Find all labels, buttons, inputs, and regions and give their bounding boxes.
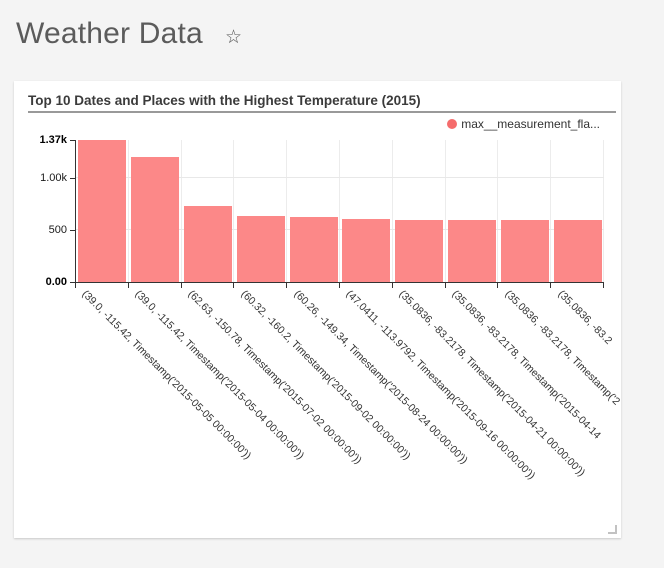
chart-card: Top 10 Dates and Places with the Highest…	[14, 81, 621, 538]
x-axis-label: (47.0411, -113.9792, Timestamp('2015-09-…	[343, 288, 538, 482]
page-title: Weather Data	[16, 17, 203, 50]
chart-legend[interactable]: max__measurement_fla...	[447, 117, 600, 131]
x-axis-tick	[603, 283, 604, 288]
y-axis-tick	[70, 230, 75, 232]
vertical-gridline	[444, 140, 446, 282]
x-axis-tick	[75, 283, 76, 288]
bar[interactable]	[289, 216, 338, 282]
vertical-gridline	[127, 140, 129, 282]
bar[interactable]	[553, 219, 602, 282]
legend-dot-icon	[447, 119, 458, 129]
x-axis-tick	[339, 283, 340, 288]
x-axis-tick	[127, 283, 129, 288]
x-axis-tick	[180, 283, 182, 288]
x-axis-tick	[391, 283, 393, 288]
y-axis-tick	[70, 282, 75, 283]
plot-area	[75, 140, 604, 283]
y-axis-label: 0.00	[45, 276, 67, 288]
x-axis-label: (35.0836, -83.2178, Timestamp('2	[502, 288, 621, 408]
vertical-gridline	[550, 140, 552, 282]
y-axis-label: 500	[48, 224, 67, 237]
horizontal-gridline	[76, 229, 604, 231]
y-axis-label: 1.00k	[40, 172, 67, 185]
x-axis-label: (60.26, -149.34, Timestamp('2015-08-24 0…	[291, 288, 470, 467]
chart-title: Top 10 Dates and Places with the Highest…	[28, 93, 421, 108]
vertical-gridline	[497, 140, 499, 282]
x-axis-label: (35.0836, -83.2	[555, 288, 614, 347]
legend-label: max__measurement_fla...	[461, 117, 600, 131]
y-axis-tick	[70, 140, 75, 141]
horizontal-gridline	[76, 177, 604, 179]
bar[interactable]	[448, 219, 496, 282]
star-icon[interactable]: ☆	[224, 26, 242, 48]
x-axis-tick	[497, 283, 499, 288]
vertical-gridline	[180, 140, 182, 282]
x-axis-tick	[286, 283, 288, 288]
vertical-gridline	[391, 140, 393, 282]
x-axis-tick	[550, 283, 552, 288]
bar[interactable]	[236, 215, 285, 282]
vertical-gridline	[603, 140, 604, 282]
dashboard-header: Weather Data ☆	[0, 0, 664, 58]
vertical-gridline	[286, 140, 288, 282]
bar[interactable]	[184, 206, 232, 282]
x-axis-tick	[233, 283, 235, 288]
bar[interactable]	[131, 156, 180, 282]
x-axis-label: (35.0836, -83.2178, Timestamp('2015-04-2…	[396, 288, 588, 479]
bar[interactable]	[342, 219, 391, 282]
bar[interactable]	[395, 219, 444, 282]
vertical-gridline	[339, 140, 340, 282]
bar[interactable]	[78, 140, 127, 282]
resize-handle-icon[interactable]	[608, 525, 617, 534]
vertical-gridline	[233, 140, 235, 282]
bar[interactable]	[500, 219, 549, 282]
y-axis-tick	[70, 178, 75, 180]
x-axis-tick	[444, 283, 446, 288]
y-axis-label: 1.37k	[39, 134, 67, 146]
title-divider	[28, 111, 616, 113]
